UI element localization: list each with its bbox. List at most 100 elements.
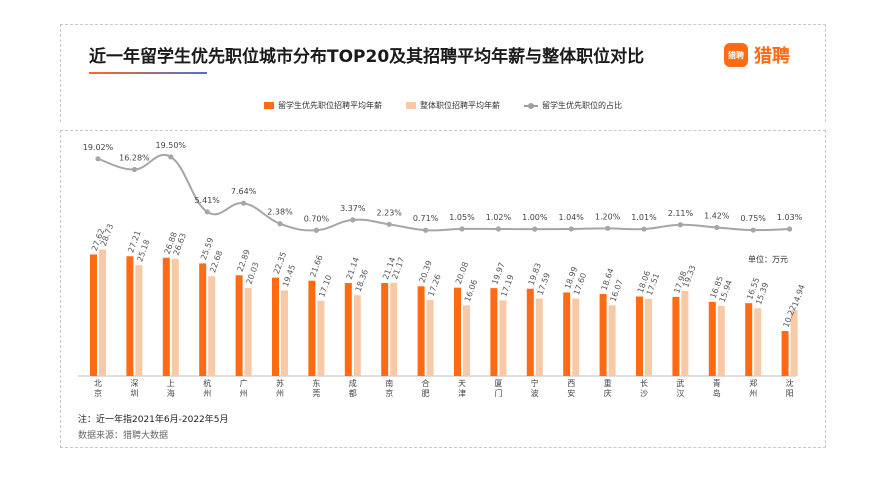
- bar-label-series2-16: 19.33: [681, 264, 697, 289]
- x-tick-label-16-0: 武: [676, 378, 684, 388]
- x-tick-label-16-1: 汉: [676, 389, 684, 398]
- bar-label-series1-6: 21.66: [308, 254, 324, 279]
- bar-series2-18: [754, 308, 762, 376]
- line-label-12: 1.00%: [522, 213, 548, 222]
- bar-label-series2-5: 19.45: [281, 264, 297, 289]
- bar-series2-4: [244, 287, 252, 376]
- chart-title: 近一年留学生优先职位城市分布TOP20及其招聘平均年薪与整体职位对比: [89, 47, 645, 67]
- bar-series2-10: [463, 305, 470, 376]
- bar-label-series1-10: 20.08: [454, 261, 470, 286]
- x-tick-label-12-1: 波: [531, 388, 539, 398]
- x-tick-label-6-0: 东: [312, 378, 320, 388]
- bar-series2-17: [717, 305, 725, 376]
- bar-series2-3: [208, 276, 216, 376]
- legend-item-series2: 整体职位招聘平均年薪: [406, 100, 500, 111]
- bar-series1-0: [90, 254, 97, 376]
- line-point-19: [787, 226, 793, 232]
- line-point-5: [277, 221, 283, 227]
- bar-series2-12: [535, 298, 543, 376]
- line-point-3: [204, 209, 210, 215]
- bar-series1-2: [162, 257, 170, 376]
- line-label-10: 1.05%: [449, 213, 475, 222]
- x-tick-label-4-0: 广: [240, 378, 248, 388]
- title-underline: [89, 72, 207, 74]
- chart-frame: [60, 130, 826, 448]
- bar-series2-2: [171, 258, 179, 376]
- x-tick-label-11-0: 厦: [494, 379, 502, 388]
- legend-item-series1: 留学生优先职位招聘平均年薪: [264, 100, 382, 111]
- x-tick-label-3-1: 州: [203, 389, 211, 398]
- line-label-4: 7.64%: [231, 187, 257, 196]
- x-tick-label-12-0: 宁: [531, 378, 539, 388]
- bar-series1-7: [344, 282, 352, 376]
- bar-series1-11: [490, 288, 498, 376]
- x-tick-label-15-1: 沙: [640, 389, 648, 398]
- x-tick-label-17-0: 青: [713, 378, 721, 388]
- line-point-11: [495, 226, 501, 232]
- bar-series2-5: [281, 290, 288, 376]
- bar-series2-0: [99, 249, 106, 376]
- bar-series2-6: [317, 300, 325, 376]
- bar-series1-15: [636, 296, 643, 376]
- line-point-7: [350, 217, 356, 223]
- x-tick-label-10-1: 津: [458, 388, 466, 398]
- line-label-2: 19.50%: [156, 141, 187, 150]
- x-tick-label-3-0: 杭: [203, 378, 211, 388]
- bar-series2-13: [572, 298, 580, 376]
- x-tick-label-1-0: 深: [130, 379, 138, 388]
- x-tick-label-13-1: 安: [567, 388, 575, 398]
- bar-series2-9: [426, 300, 434, 376]
- line-point-10: [459, 226, 465, 232]
- x-tick-label-18-0: 郑: [749, 378, 757, 388]
- line-label-15: 1.01%: [631, 213, 657, 222]
- bar-series1-18: [745, 303, 753, 376]
- line-label-3: 5.41%: [194, 196, 220, 205]
- x-tick-label-17-1: 岛: [713, 388, 721, 398]
- line-point-4: [241, 200, 247, 206]
- x-tick-label-0-0: 北: [94, 379, 102, 388]
- data-source: 数据来源：猎聘大数据: [78, 431, 169, 441]
- x-tick-label-5-0: 苏: [276, 378, 284, 388]
- bar-label-series2-10: 16.06: [463, 278, 479, 303]
- bar-label-series2-9: 17.26: [427, 273, 443, 298]
- bar-series1-17: [708, 301, 716, 376]
- line-label-5: 2.38%: [267, 208, 293, 217]
- bar-series2-7: [353, 295, 361, 376]
- line-point-0: [95, 156, 101, 162]
- logo-mark-icon: 猎聘: [724, 43, 748, 67]
- line-label-16: 2.11%: [668, 209, 694, 218]
- line-label-14: 1.20%: [595, 212, 621, 221]
- x-tick-label-5-1: 州: [276, 389, 284, 398]
- bar-series1-16: [672, 296, 680, 376]
- x-tick-label-10-0: 天: [458, 379, 466, 388]
- bar-series2-14: [608, 305, 616, 376]
- bar-series1-5: [272, 277, 279, 376]
- bar-series1-10: [454, 287, 461, 376]
- header-frame: [60, 24, 826, 122]
- bar-series1-13: [563, 292, 571, 376]
- bar-label-series2-19: 14.94: [791, 283, 807, 308]
- bar-series2-1: [135, 265, 143, 376]
- x-tick-label-8-0: 南: [385, 378, 393, 388]
- bar-series1-3: [199, 263, 207, 376]
- line-point-13: [568, 226, 574, 232]
- x-tick-label-2-0: 上: [167, 379, 175, 388]
- x-tick-label-4-1: 州: [240, 389, 248, 398]
- x-tick-label-8-1: 京: [385, 388, 393, 398]
- line-label-8: 2.23%: [376, 208, 402, 217]
- x-tick-label-14-1: 庆: [604, 388, 612, 398]
- x-tick-label-19-1: 阳: [786, 389, 794, 398]
- legend-label-series2: 整体职位招聘平均年薪: [420, 101, 500, 110]
- bar-series1-6: [308, 280, 316, 376]
- line-point-2: [168, 154, 174, 160]
- line-point-8: [386, 221, 392, 227]
- line-point-15: [641, 226, 647, 232]
- line-label-7: 3.37%: [340, 204, 366, 213]
- bar-series2-19: [790, 310, 798, 376]
- bar-series1-4: [235, 275, 243, 376]
- legend-swatch-series2: [406, 102, 416, 109]
- line-label-9: 0.71%: [413, 214, 439, 223]
- bar-series2-8: [390, 282, 398, 376]
- bar-label-series2-6: 17.10: [317, 274, 333, 299]
